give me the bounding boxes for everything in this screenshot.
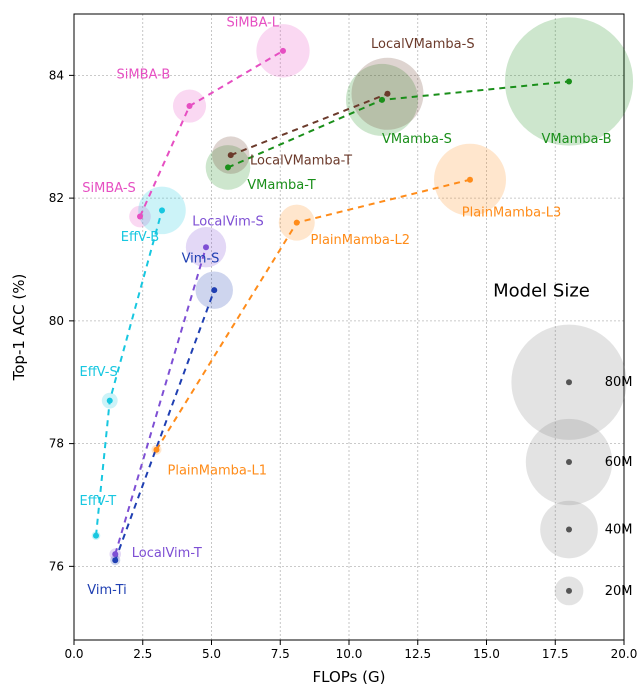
legend-title: Model Size [493, 280, 590, 301]
point-label: EffV-B [121, 230, 159, 245]
dots-layer [93, 48, 572, 563]
data-point [228, 152, 234, 158]
point-label: PlainMamba-L3 [462, 206, 562, 221]
point-label: Vim-S [182, 252, 220, 267]
data-point [211, 287, 217, 293]
point-label: EffV-S [80, 365, 118, 380]
data-point [203, 244, 209, 250]
point-label: SiMBA-L [226, 15, 279, 30]
point-label: VMamba-B [542, 132, 612, 147]
point-label: VMamba-S [382, 132, 452, 147]
data-point [294, 220, 300, 226]
x-axis-title: FLOPs (G) [313, 668, 386, 686]
point-label: LocalVMamba-S [371, 37, 475, 52]
point-label: PlainMamba-L2 [311, 233, 411, 248]
legend-dot [566, 459, 572, 465]
x-tick-label: 12.5 [404, 647, 431, 661]
data-point [93, 533, 99, 539]
data-point [225, 164, 231, 170]
data-point [385, 91, 391, 97]
point-label: SiMBA-S [82, 181, 136, 196]
x-tick-label: 2.5 [133, 647, 152, 661]
y-tick-label: 76 [49, 559, 64, 573]
point-label: Vim-Ti [87, 583, 127, 598]
point-label: LocalVim-S [192, 215, 264, 230]
point-label: SiMBA-B [116, 67, 170, 82]
point-label: VMamba-T [247, 178, 315, 193]
legend-label: 20M [605, 584, 633, 599]
data-point [467, 177, 473, 183]
y-tick-label: 84 [49, 68, 64, 82]
point-label: LocalVMamba-T [250, 153, 352, 168]
x-tick-label: 15.0 [473, 647, 500, 661]
y-tick-label: 80 [49, 314, 64, 328]
x-tick-label: 5.0 [202, 647, 221, 661]
y-tick-label: 82 [49, 191, 64, 205]
chart-container: 0.0 2.5 5.0 7.5 10.0 12.5 15.0 17.5 20.0 76 78 80 82… [0, 0, 640, 690]
point-label: PlainMamba-L1 [168, 463, 268, 478]
data-point [154, 447, 160, 453]
data-point [280, 48, 286, 54]
data-point [187, 103, 193, 109]
legend-label: 80M [605, 375, 633, 390]
point-label: LocalVim-T [132, 546, 202, 561]
legend-label: 40M [605, 523, 633, 538]
data-point [112, 551, 118, 557]
series-line-vim [115, 290, 214, 560]
data-point [137, 214, 143, 220]
data-point [159, 207, 165, 213]
point-label: EffV-T [80, 494, 117, 509]
chart-svg: 0.0 2.5 5.0 7.5 10.0 12.5 15.0 17.5 20.0 76 78 80 82… [0, 0, 640, 690]
legend-dot [566, 527, 572, 533]
data-point [112, 557, 118, 563]
lines-layer [96, 51, 569, 560]
x-tick-label: 17.5 [542, 647, 569, 661]
legend-label: 60M [605, 455, 633, 470]
data-point [566, 79, 572, 85]
y-tick-label: 78 [49, 437, 64, 451]
legend-dot [566, 588, 572, 594]
data-point [379, 97, 385, 103]
legend-dot [566, 379, 572, 385]
series-line-localvim [115, 247, 206, 554]
x-tick-label: 20.0 [611, 647, 638, 661]
x-tick-label: 10.0 [336, 647, 363, 661]
data-point [107, 398, 113, 404]
y-axis-title: Top-1 ACC (%) [10, 274, 28, 382]
x-tick-label: 7.5 [271, 647, 290, 661]
x-tick-label: 0.0 [64, 647, 83, 661]
